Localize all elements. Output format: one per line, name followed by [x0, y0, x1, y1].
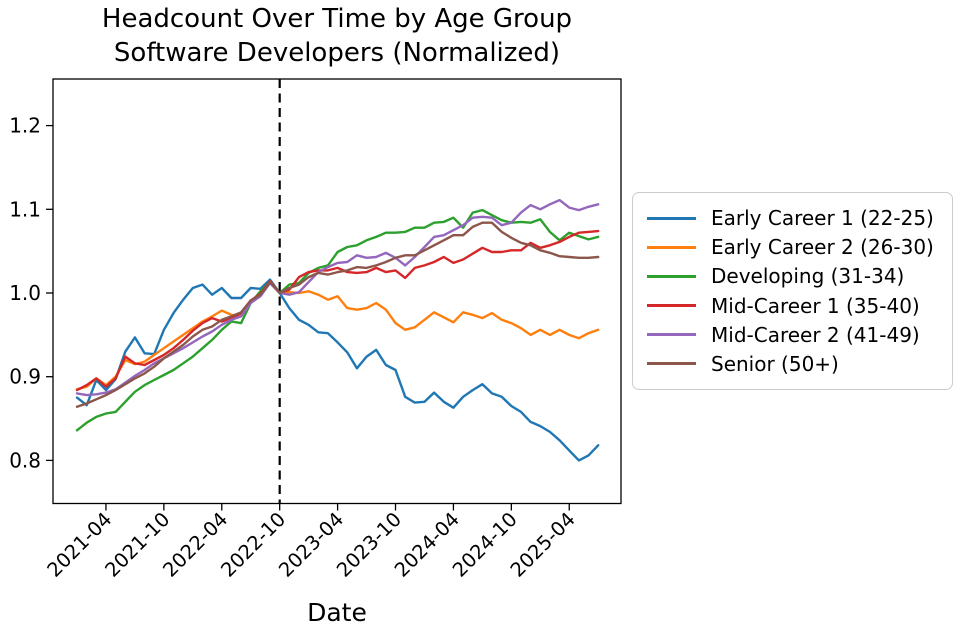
series-line-0 — [75, 278, 600, 462]
legend-item: Senior (50+) — [647, 352, 938, 376]
legend-item: Early Career 1 (22-25) — [647, 206, 938, 230]
legend-box: Early Career 1 (22-25) Early Career 2 (2… — [632, 192, 953, 390]
axes-frame — [52, 78, 622, 505]
legend-label: Mid-Career 2 (41-49) — [711, 322, 920, 347]
y-tick-label: 1.1 — [9, 197, 41, 221]
legend-line-swatch — [647, 274, 696, 278]
legend-label: Mid-Career 1 (35-40) — [711, 293, 920, 318]
legend-line-swatch — [647, 216, 696, 220]
legend-label: Developing (31-34) — [711, 264, 905, 289]
y-tick-label: 1.0 — [9, 281, 41, 305]
series-line-1 — [75, 280, 600, 391]
legend-line-swatch — [647, 362, 696, 366]
y-tick-label: 0.8 — [9, 448, 41, 472]
y-tick-label: 0.9 — [9, 365, 41, 389]
legend-item: Mid-Career 1 (35-40) — [647, 294, 938, 318]
x-axis-label: Date — [307, 598, 367, 627]
legend-label: Senior (50+) — [711, 351, 839, 376]
chart-title: Headcount Over Time by Age Group Softwar… — [53, 2, 621, 70]
series-line-5 — [75, 221, 600, 408]
legend-label: Early Career 1 (22-25) — [711, 206, 934, 231]
legend-item: Mid-Career 2 (41-49) — [647, 323, 938, 347]
series-line-3 — [75, 229, 600, 392]
legend-line-swatch — [647, 304, 696, 308]
chart-title-line2: Software Developers (Normalized) — [113, 38, 561, 68]
legend-item: Early Career 2 (26-30) — [647, 235, 938, 259]
chart-title-line1: Headcount Over Time by Age Group — [101, 4, 573, 34]
legend-item: Developing (31-34) — [647, 264, 938, 288]
y-tick-label: 1.2 — [9, 114, 41, 138]
legend-label: Early Career 2 (26-30) — [711, 235, 934, 260]
legend-line-swatch — [647, 245, 696, 249]
x-tick-label: 2025-04 — [506, 508, 580, 582]
legend-line-swatch — [647, 333, 696, 337]
